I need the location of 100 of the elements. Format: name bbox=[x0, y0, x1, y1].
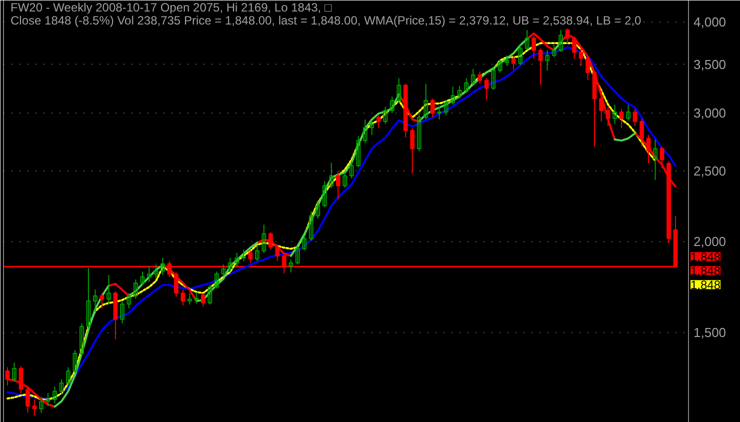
candlestick bbox=[498, 58, 502, 74]
candlestick bbox=[383, 106, 388, 124]
candlestick bbox=[450, 86, 456, 106]
candlestick bbox=[221, 264, 226, 276]
candlestick bbox=[208, 284, 212, 305]
candlestick bbox=[532, 35, 536, 60]
y-tick-label: 2,500 bbox=[694, 163, 726, 178]
candlestick bbox=[572, 36, 576, 60]
candlestick bbox=[46, 392, 50, 407]
y-tick-label: 2,000 bbox=[694, 234, 726, 250]
candlestick bbox=[437, 106, 442, 120]
text: 1,848 bbox=[690, 250, 721, 264]
candlestick bbox=[484, 78, 489, 100]
candlestick bbox=[362, 119, 368, 144]
candlestick bbox=[660, 146, 664, 169]
candlestick bbox=[100, 292, 104, 309]
candlestick bbox=[234, 252, 240, 267]
candlestick bbox=[336, 170, 340, 200]
candlestick bbox=[524, 29, 530, 51]
candlestick bbox=[424, 83, 428, 120]
candlestick bbox=[538, 48, 543, 86]
candlestick bbox=[329, 162, 334, 188]
candlestick bbox=[147, 266, 152, 283]
candlestick bbox=[295, 246, 300, 266]
candlestick bbox=[626, 104, 630, 122]
candlestick bbox=[416, 114, 422, 152]
text: 1,848 bbox=[690, 264, 721, 278]
candlestick bbox=[288, 259, 294, 273]
y-tick-label: 3,500 bbox=[694, 56, 726, 72]
candlestick bbox=[444, 99, 448, 116]
candlestick bbox=[410, 128, 415, 174]
candlestick bbox=[80, 322, 84, 356]
candlestick bbox=[52, 386, 57, 404]
candlestick bbox=[180, 288, 186, 306]
candlestick bbox=[612, 104, 617, 124]
candlestick bbox=[59, 378, 64, 395]
candlestick bbox=[160, 257, 165, 276]
candlestick bbox=[640, 118, 644, 147]
candlestick bbox=[370, 120, 374, 136]
candlestick bbox=[491, 67, 496, 90]
candlestick bbox=[106, 274, 111, 305]
candlestick bbox=[254, 244, 260, 262]
candlestick bbox=[632, 108, 638, 127]
candlestick bbox=[93, 288, 98, 313]
y-tick-label: 1,500 bbox=[694, 325, 726, 340]
y-tick-label: 3,000 bbox=[694, 106, 726, 121]
candlestick bbox=[504, 54, 509, 67]
candlestick bbox=[316, 200, 320, 220]
candlestick bbox=[32, 399, 37, 416]
candlestick bbox=[518, 44, 522, 66]
candlestick bbox=[552, 44, 556, 58]
candlestick bbox=[619, 108, 624, 129]
candlestick bbox=[396, 78, 402, 104]
candlestick bbox=[478, 71, 482, 84]
candlestick bbox=[248, 250, 253, 264]
candlestick bbox=[12, 362, 16, 382]
candlestick bbox=[126, 292, 132, 309]
y-tick-label: 4,000 bbox=[694, 14, 726, 30]
candlestick bbox=[511, 56, 516, 70]
candlestick bbox=[545, 50, 550, 72]
candlestick bbox=[200, 292, 206, 307]
candlestick bbox=[653, 139, 658, 180]
candlestick bbox=[241, 249, 246, 262]
candlestick bbox=[356, 136, 361, 168]
candlestick bbox=[39, 396, 44, 414]
candlestick bbox=[558, 29, 563, 52]
candlestick bbox=[187, 292, 192, 305]
candlestick bbox=[120, 300, 124, 324]
candlestick bbox=[470, 68, 476, 86]
candlestick bbox=[174, 272, 178, 298]
candlestick bbox=[322, 180, 327, 208]
candlestick bbox=[228, 257, 232, 272]
candlestick bbox=[214, 270, 219, 289]
candlestick bbox=[376, 114, 381, 129]
candlestick bbox=[457, 85, 462, 100]
candlestick bbox=[464, 78, 469, 94]
candlestick bbox=[349, 160, 354, 180]
candlestick bbox=[134, 278, 138, 300]
text: 1,848 bbox=[690, 278, 721, 292]
candlestick bbox=[606, 106, 610, 127]
candlestick bbox=[586, 54, 590, 81]
candlestick bbox=[646, 134, 651, 164]
candlestick bbox=[86, 268, 91, 330]
candlestick bbox=[262, 224, 266, 254]
candlestick bbox=[308, 210, 314, 242]
candlestick bbox=[390, 96, 394, 114]
candlestick bbox=[342, 172, 348, 188]
candlestick bbox=[430, 98, 435, 118]
chart-title: FW20 - Weekly 2008-10-17 Open 2075, Hi 2169, Lo 1843, □ bbox=[10, 0, 332, 14]
candlestick bbox=[140, 270, 145, 286]
candlestick bbox=[578, 46, 584, 67]
candlestick bbox=[302, 234, 307, 251]
candlestick bbox=[18, 366, 24, 394]
text: Close 1848 (-8.5%) Vol 238,735 Price = 1,848.00, last = 1,848.00, WMA(Price,15) = 2,379.12, UB = 2,538.94, LB = 2,0 bbox=[10, 14, 642, 28]
candlestick bbox=[268, 232, 273, 250]
candlestick bbox=[154, 264, 158, 278]
candlestick bbox=[599, 90, 604, 122]
candlestick bbox=[66, 366, 70, 386]
candlestick bbox=[72, 350, 78, 374]
candlestick bbox=[275, 244, 280, 262]
